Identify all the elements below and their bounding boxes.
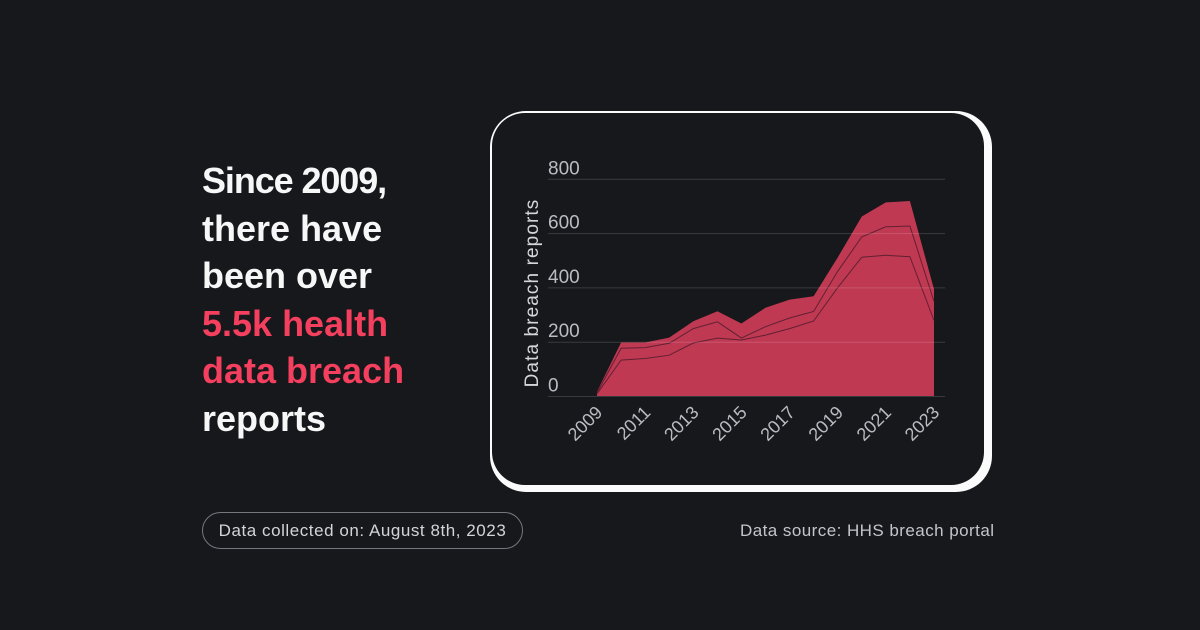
svg-text:200: 200 xyxy=(548,321,580,342)
svg-text:Data breach reports: Data breach reports xyxy=(522,199,543,388)
svg-text:600: 600 xyxy=(548,213,580,234)
svg-text:2017: 2017 xyxy=(756,402,798,444)
svg-text:2021: 2021 xyxy=(853,402,895,444)
svg-text:400: 400 xyxy=(548,267,580,288)
svg-text:2011: 2011 xyxy=(613,402,655,444)
svg-text:2013: 2013 xyxy=(660,402,702,444)
svg-text:2015: 2015 xyxy=(708,402,750,444)
svg-text:2019: 2019 xyxy=(805,402,847,444)
svg-text:2023: 2023 xyxy=(901,402,943,444)
svg-text:800: 800 xyxy=(548,158,580,179)
svg-text:0: 0 xyxy=(548,376,559,397)
svg-text:2009: 2009 xyxy=(564,402,606,444)
